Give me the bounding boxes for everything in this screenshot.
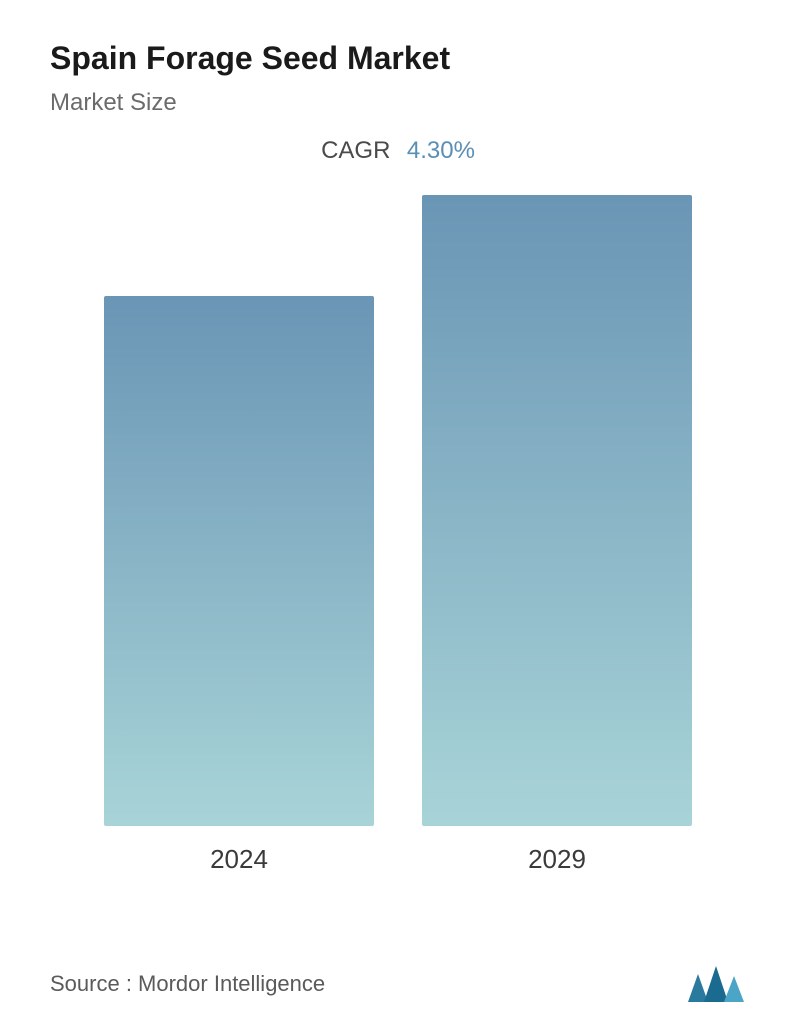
logo-icon <box>686 964 746 1004</box>
source-text: Source : Mordor Intelligence <box>50 971 325 997</box>
bar-group-0: 2024 <box>104 195 374 875</box>
chart-subtitle: Market Size <box>50 89 746 117</box>
cagr-value: 4.30% <box>407 137 475 164</box>
cagr-label: CAGR <box>321 137 390 164</box>
bar-group-1: 2029 <box>422 195 692 875</box>
bar-chart: 2024 2029 <box>50 195 746 875</box>
bar-label-0: 2024 <box>210 844 268 875</box>
chart-footer: Source : Mordor Intelligence <box>50 964 746 1004</box>
bar-label-1: 2029 <box>528 844 586 875</box>
bar-2024 <box>104 296 374 826</box>
cagr-row: CAGR 4.30% <box>50 137 746 165</box>
bar-2029 <box>422 195 692 826</box>
chart-title: Spain Forage Seed Market <box>50 40 746 77</box>
